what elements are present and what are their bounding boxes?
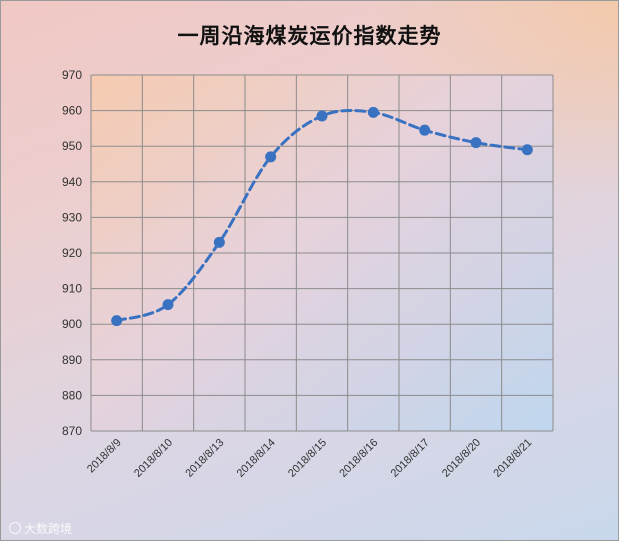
series-points	[111, 106, 533, 327]
y-tick-label: 910	[62, 282, 82, 296]
y-tick-label: 920	[62, 246, 82, 260]
data-point	[265, 151, 277, 163]
x-tick-label: 2018/8/9	[85, 437, 124, 476]
data-point	[162, 299, 174, 311]
y-tick-label: 900	[62, 317, 82, 331]
watermark-logo-icon	[9, 522, 21, 534]
data-point	[213, 236, 225, 248]
x-tick-label: 2018/8/14	[235, 437, 278, 480]
series-path	[115, 108, 529, 323]
x-tick-label: 2018/8/15	[286, 437, 329, 480]
watermark: 大数跨境	[9, 520, 72, 537]
chart-title: 一周沿海煤炭运价指数走势	[177, 23, 442, 48]
series-line	[115, 108, 529, 323]
watermark-text: 大数跨境	[24, 522, 73, 536]
data-point	[367, 106, 379, 118]
y-tick-label: 950	[62, 139, 82, 153]
x-tick-label: 2018/8/16	[337, 437, 380, 480]
y-tick-label: 960	[62, 104, 82, 118]
y-tick-label: 940	[62, 175, 82, 189]
data-point	[419, 124, 431, 136]
x-tick-label: 2018/8/10	[132, 437, 175, 480]
y-tick-label: 890	[62, 353, 82, 367]
x-tick-label: 2018/8/20	[440, 437, 483, 480]
data-point	[470, 137, 482, 149]
y-axis-ticks: 970 960 950 940 930 920 910 900 890 880 870	[62, 68, 82, 438]
y-tick-label: 970	[62, 68, 82, 82]
x-tick-label: 2018/8/13	[183, 437, 226, 480]
y-tick-label: 880	[62, 388, 82, 402]
x-axis-ticks: 2018/8/9 2018/8/10 2018/8/13 2018/8/14 2018/…	[85, 437, 534, 480]
gridlines	[90, 74, 554, 432]
y-tick-label: 930	[62, 210, 82, 224]
data-point	[316, 110, 328, 122]
x-tick-label: 2018/8/17	[389, 437, 432, 480]
y-tick-label: 870	[62, 424, 82, 438]
data-point	[521, 144, 533, 156]
x-tick-label: 2018/8/21	[491, 437, 534, 480]
data-point	[111, 315, 123, 327]
